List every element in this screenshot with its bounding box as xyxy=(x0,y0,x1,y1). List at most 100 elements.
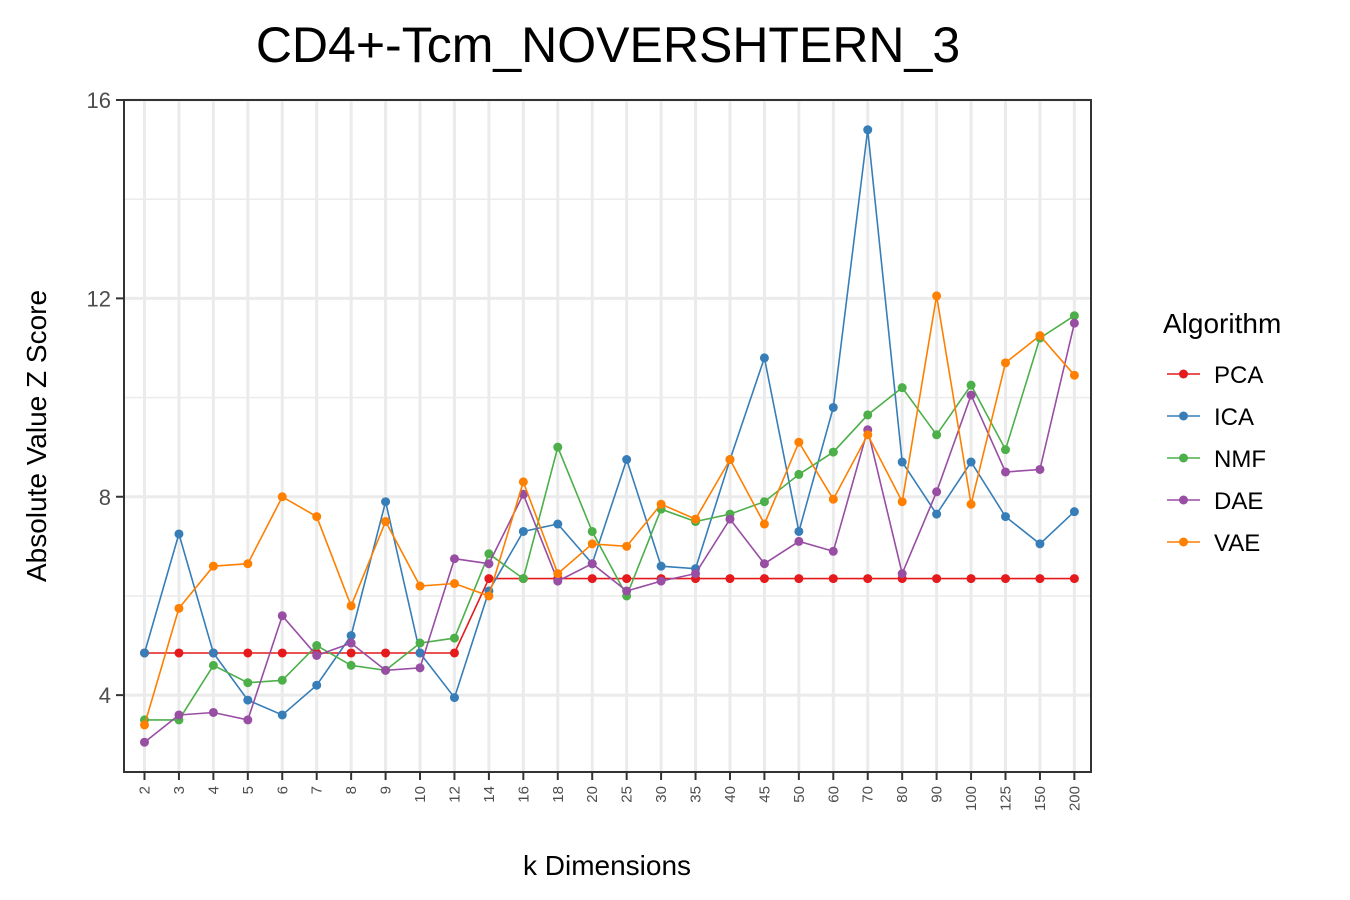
series-line-dae xyxy=(144,323,1076,743)
data-point-pca xyxy=(966,574,976,584)
legend-item-dae: DAE xyxy=(1167,488,1263,515)
x-tick-label: 2 xyxy=(137,786,154,794)
data-point-vae xyxy=(759,519,769,529)
y-tick-label: 4 xyxy=(99,683,111,708)
x-tick-label: 45 xyxy=(756,786,773,803)
x-tick-label: 70 xyxy=(860,786,877,803)
data-point-pca xyxy=(828,574,838,584)
data-point-dae xyxy=(140,737,149,747)
data-point-dae xyxy=(587,559,597,569)
legend-label: NMF xyxy=(1214,446,1266,473)
data-point-ica xyxy=(794,526,804,536)
data-point-nmf xyxy=(553,442,563,452)
data-point-ica xyxy=(518,526,528,536)
y-axis: 4 8 12 16 xyxy=(87,88,124,708)
data-point-pca xyxy=(725,574,735,584)
data-point-pca xyxy=(794,574,804,584)
data-point-dae xyxy=(759,559,769,569)
y-tick-label: 8 xyxy=(99,485,111,510)
data-point-dae xyxy=(691,569,701,579)
data-point-nmf xyxy=(518,574,528,584)
x-axis-title: k Dimensions xyxy=(523,850,691,881)
data-point-vae xyxy=(725,455,735,465)
data-point-vae xyxy=(208,561,218,571)
data-point-dae xyxy=(381,665,391,675)
data-point-vae xyxy=(243,559,253,569)
data-point-dae xyxy=(1035,464,1045,474)
x-tick-label: 4 xyxy=(205,786,222,794)
data-point-vae xyxy=(932,291,942,301)
data-point-pca xyxy=(1035,574,1045,584)
data-point-vae xyxy=(140,720,149,730)
data-point-pca xyxy=(346,648,356,658)
data-point-pca xyxy=(381,648,391,658)
data-point-vae xyxy=(1069,370,1079,380)
x-tick-label: 200 xyxy=(1066,786,1083,811)
data-point-dae xyxy=(1069,318,1079,328)
data-point-vae xyxy=(484,591,494,601)
x-tick-label: 125 xyxy=(998,786,1015,811)
data-point-dae xyxy=(1001,467,1010,477)
data-point-ica xyxy=(277,710,287,720)
data-point-vae xyxy=(897,497,907,507)
data-point-ica xyxy=(897,457,907,467)
data-point-dae xyxy=(656,576,666,586)
x-tick-label: 16 xyxy=(515,786,532,803)
x-tick-label: 18 xyxy=(550,786,567,803)
x-tick-label: 30 xyxy=(653,786,670,803)
data-point-nmf xyxy=(966,380,976,390)
data-point-nmf xyxy=(277,675,287,685)
legend-label: ICA xyxy=(1214,404,1254,431)
data-point-ica xyxy=(415,648,425,658)
data-point-dae xyxy=(174,710,184,720)
legend-key-point xyxy=(1179,411,1188,421)
data-point-dae xyxy=(484,559,494,569)
x-tick-label: 9 xyxy=(378,786,395,794)
data-point-pca xyxy=(1001,574,1010,584)
data-point-pca xyxy=(863,574,873,584)
series-line-nmf xyxy=(144,315,1075,721)
data-point-vae xyxy=(966,499,976,509)
data-point-ica xyxy=(140,648,149,658)
data-point-dae xyxy=(897,569,907,579)
data-point-ica xyxy=(863,125,873,135)
data-point-pca xyxy=(759,574,769,584)
x-tick-label: 40 xyxy=(722,786,739,803)
data-point-vae xyxy=(587,539,597,549)
x-tick-label: 35 xyxy=(688,786,705,803)
x-axis: 2 3 4 5 6 7 8 9 10 12 14 16 18 20 25 30 35 40 45 50 60 70 80 90… xyxy=(137,772,1083,811)
data-point-dae xyxy=(449,554,459,564)
data-point-vae xyxy=(381,517,391,527)
data-point-vae xyxy=(553,569,563,579)
data-point-vae xyxy=(656,499,666,509)
x-tick-label: 150 xyxy=(1032,786,1049,811)
data-point-dae xyxy=(415,663,425,673)
data-point-ica xyxy=(1035,539,1045,549)
legend-title: Algorithm xyxy=(1163,308,1281,339)
data-point-ica xyxy=(312,680,322,690)
data-point-nmf xyxy=(415,638,425,648)
data-point-nmf xyxy=(759,497,769,507)
legend-item-ica: ICA xyxy=(1167,404,1254,431)
data-point-ica xyxy=(932,509,942,519)
x-tick-label: 7 xyxy=(309,786,326,794)
data-point-pca xyxy=(587,574,597,584)
data-point-vae xyxy=(518,477,528,487)
data-point-dae xyxy=(243,715,253,725)
series-vae xyxy=(140,291,1079,730)
data-point-vae xyxy=(863,430,873,440)
data-point-ica xyxy=(553,519,563,529)
data-point-dae xyxy=(346,638,356,648)
x-tick-label: 50 xyxy=(791,786,808,803)
data-point-ica xyxy=(174,529,184,539)
series-line-pca xyxy=(144,577,1075,654)
series-line-vae xyxy=(143,295,1076,726)
data-point-vae xyxy=(312,512,322,522)
data-point-pca xyxy=(622,574,632,584)
data-point-pca xyxy=(1069,574,1079,584)
x-tick-label: 6 xyxy=(274,786,291,794)
legend: Algorithm PCA ICA NMF DAE VAE xyxy=(1163,308,1281,557)
x-tick-label: 10 xyxy=(412,786,429,803)
data-point-vae xyxy=(277,492,287,502)
data-point-vae xyxy=(622,541,632,551)
